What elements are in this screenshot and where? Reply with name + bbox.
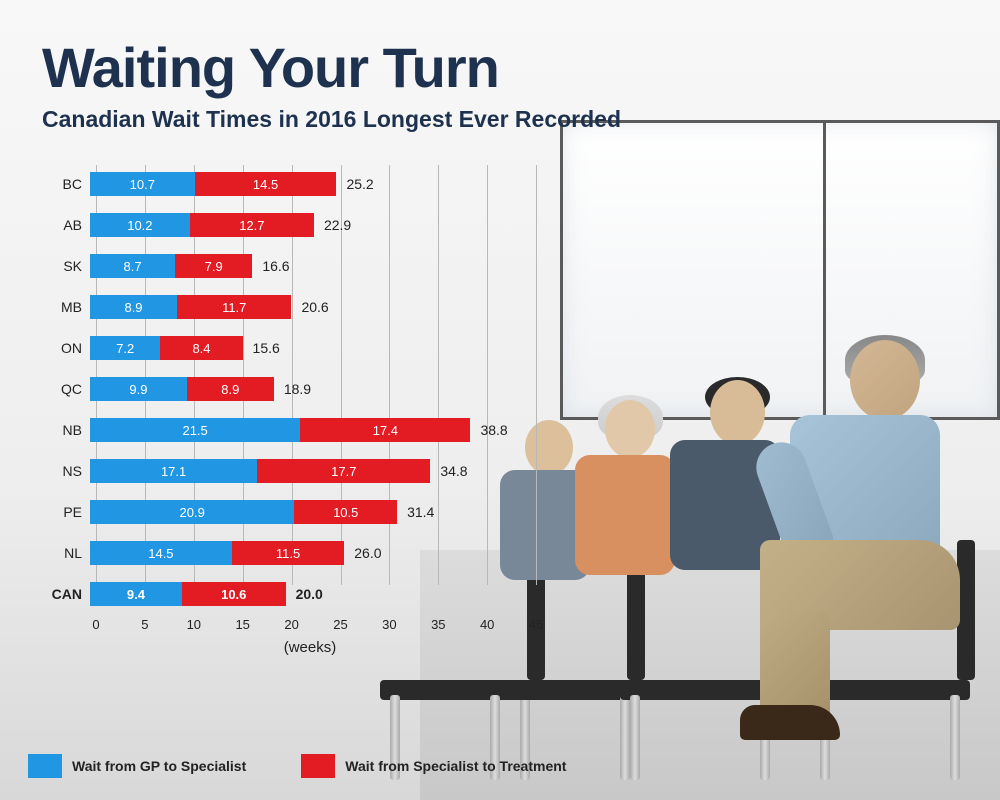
bar-gp-to-specialist: 8.7 — [90, 254, 175, 278]
bar-specialist-to-treatment: 11.7 — [177, 295, 291, 319]
axis-tick: 0 — [92, 617, 99, 632]
row-total: 38.8 — [480, 422, 507, 438]
bar-gp-to-specialist: 17.1 — [90, 459, 257, 483]
row-label: CAN — [42, 586, 90, 602]
bar-specialist-to-treatment: 8.9 — [187, 377, 274, 401]
bar-specialist-to-treatment: 10.6 — [182, 582, 286, 606]
row-bars: 9.410.6 20.0 — [90, 582, 323, 606]
bar-gp-to-specialist: 10.2 — [90, 213, 190, 237]
bar-gp-to-specialist: 10.7 — [90, 172, 195, 196]
legend-swatch — [28, 754, 62, 778]
row-total: 20.6 — [301, 299, 328, 315]
row-total: 25.2 — [346, 176, 373, 192]
bar-specialist-to-treatment: 12.7 — [190, 213, 314, 237]
chart-row: AB10.212.7 22.9 — [42, 206, 562, 244]
row-bars: 20.910.5 31.4 — [90, 500, 434, 524]
bar-gp-to-specialist: 7.2 — [90, 336, 160, 360]
row-total: 16.6 — [262, 258, 289, 274]
page-subtitle: Canadian Wait Times in 2016 Longest Ever… — [42, 106, 1000, 133]
wait-times-chart: BC10.714.525.2AB10.212.722.9SK8.77.916.6… — [42, 165, 562, 656]
bar-gp-to-specialist: 8.9 — [90, 295, 177, 319]
bar-specialist-to-treatment: 17.4 — [300, 418, 470, 442]
row-bars: 10.714.5 25.2 — [90, 172, 374, 196]
row-label: NB — [42, 422, 90, 438]
chart-row: QC9.98.9 18.9 — [42, 370, 562, 408]
chart-row: NB21.517.4 38.8 — [42, 411, 562, 449]
bar-gp-to-specialist: 9.9 — [90, 377, 187, 401]
row-label: NL — [42, 545, 90, 561]
bar-gp-to-specialist: 9.4 — [90, 582, 182, 606]
chart-rows: BC10.714.525.2AB10.212.722.9SK8.77.916.6… — [42, 165, 562, 613]
row-bars: 21.517.4 38.8 — [90, 418, 508, 442]
row-label: QC — [42, 381, 90, 397]
chart-row: BC10.714.5 25.2 — [42, 165, 562, 203]
chart-row: NS17.117.7 34.8 — [42, 452, 562, 490]
row-label: PE — [42, 504, 90, 520]
legend-label: Wait from Specialist to Treatment — [345, 758, 566, 774]
bar-specialist-to-treatment: 7.9 — [175, 254, 252, 278]
bar-gp-to-specialist: 20.9 — [90, 500, 294, 524]
axis-tick: 5 — [141, 617, 148, 632]
row-total: 26.0 — [354, 545, 381, 561]
chart-x-axis-label: (weeks) — [90, 639, 530, 656]
row-total: 31.4 — [407, 504, 434, 520]
row-bars: 7.28.4 15.6 — [90, 336, 280, 360]
row-total: 18.9 — [284, 381, 311, 397]
axis-tick: 30 — [382, 617, 396, 632]
row-label: BC — [42, 176, 90, 192]
row-total: 22.9 — [324, 217, 351, 233]
chart-row: CAN9.410.6 20.0 — [42, 575, 562, 613]
axis-tick: 20 — [284, 617, 298, 632]
row-bars: 17.117.7 34.8 — [90, 459, 468, 483]
chart-row: ON7.28.4 15.6 — [42, 329, 562, 367]
chart-row: SK8.77.9 16.6 — [42, 247, 562, 285]
bar-specialist-to-treatment: 14.5 — [195, 172, 337, 196]
bar-gp-to-specialist: 14.5 — [90, 541, 232, 565]
row-total: 34.8 — [440, 463, 467, 479]
chart-row: MB8.911.7 20.6 — [42, 288, 562, 326]
bar-gp-to-specialist: 21.5 — [90, 418, 300, 442]
legend-label: Wait from GP to Specialist — [72, 758, 246, 774]
bar-specialist-to-treatment: 11.5 — [232, 541, 344, 565]
row-label: NS — [42, 463, 90, 479]
axis-tick: 15 — [235, 617, 249, 632]
row-bars: 10.212.7 22.9 — [90, 213, 351, 237]
row-bars: 8.911.7 20.6 — [90, 295, 329, 319]
row-label: MB — [42, 299, 90, 315]
row-label: AB — [42, 217, 90, 233]
chart-x-axis: 0 5 10 15 20 25 30 35 40 45 — [90, 617, 562, 637]
row-total: 15.6 — [253, 340, 280, 356]
chart-row: NL14.511.5 26.0 — [42, 534, 562, 572]
row-label: ON — [42, 340, 90, 356]
legend-swatch — [301, 754, 335, 778]
axis-tick: 25 — [333, 617, 347, 632]
chart-legend: Wait from GP to Specialist Wait from Spe… — [28, 754, 566, 778]
row-label: SK — [42, 258, 90, 274]
row-total: 20.0 — [296, 586, 323, 602]
axis-tick: 45 — [529, 617, 543, 632]
row-bars: 9.98.9 18.9 — [90, 377, 311, 401]
legend-item: Wait from Specialist to Treatment — [301, 754, 566, 778]
bar-specialist-to-treatment: 17.7 — [257, 459, 430, 483]
axis-tick: 10 — [187, 617, 201, 632]
legend-item: Wait from GP to Specialist — [28, 754, 246, 778]
row-bars: 8.77.9 16.6 — [90, 254, 290, 278]
chart-row: PE20.910.5 31.4 — [42, 493, 562, 531]
bar-specialist-to-treatment: 8.4 — [160, 336, 242, 360]
page-title: Waiting Your Turn — [42, 35, 1000, 100]
axis-tick: 40 — [480, 617, 494, 632]
bar-specialist-to-treatment: 10.5 — [294, 500, 397, 524]
row-bars: 14.511.5 26.0 — [90, 541, 382, 565]
axis-tick: 35 — [431, 617, 445, 632]
